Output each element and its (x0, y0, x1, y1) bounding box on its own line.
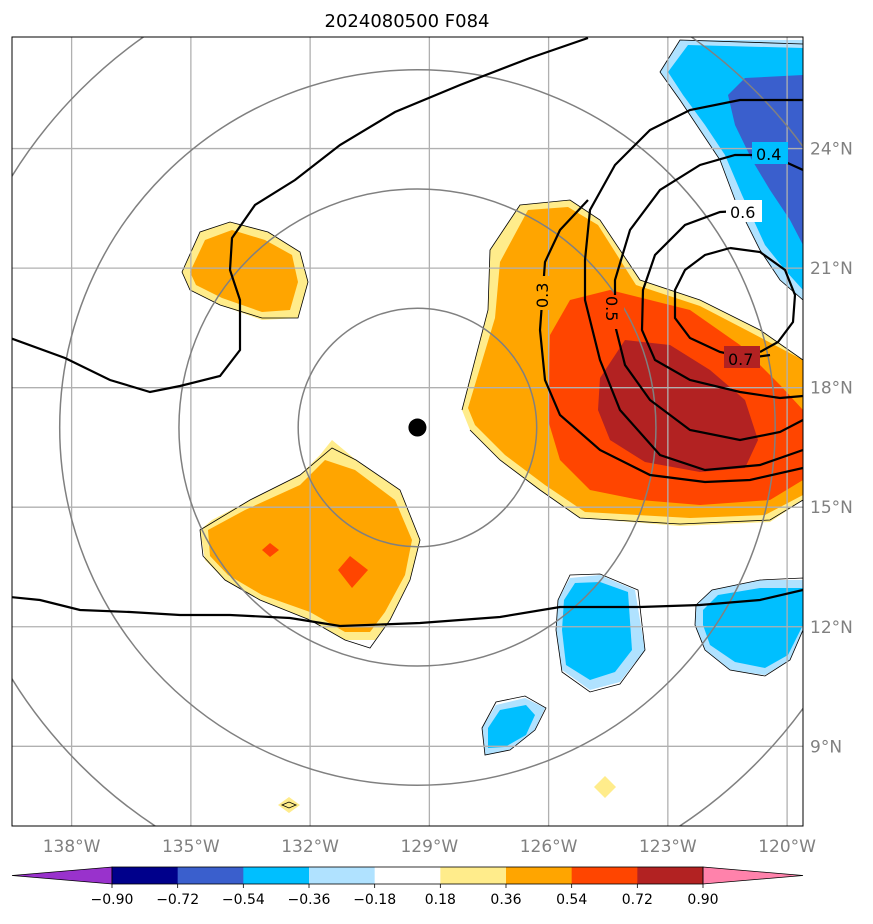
colorbar-bin (112, 867, 179, 884)
colorbar-bin (571, 867, 638, 884)
shade-red-sw-2 (262, 543, 279, 557)
x-tick-label: 126°W (520, 837, 578, 857)
colorbar-bin (440, 867, 507, 884)
x-tick-label: 132°W (281, 837, 339, 857)
colorbar-tick-label: 0.18 (425, 892, 456, 908)
colorbar-tick-label: 0.90 (687, 892, 718, 908)
colorbar-tick-label: −0.36 (288, 892, 331, 908)
range-ring-0 (297, 307, 538, 548)
shade-yellow-dot-2 (594, 776, 616, 798)
colorbar-bin (177, 867, 244, 884)
outline-se (694, 577, 803, 677)
contour-label-0-6: 0.6 (730, 203, 755, 222)
outline-dot-1 (280, 801, 298, 809)
colorbar-tick-label: −0.90 (91, 892, 134, 908)
y-tick-label: 18°N (810, 379, 853, 399)
range-ring-2 (58, 69, 776, 787)
colorbar: −0.90 −0.72 −0.54 −0.36 −0.18 0.18 0.36 0.54 0.7… (11, 866, 804, 908)
colorbar-frame (111, 866, 704, 885)
colorbar-tick-label: 0.36 (490, 892, 521, 908)
contour-0-3-north (12, 37, 589, 394)
contour-lines (12, 37, 803, 628)
colorbar-extend-low (11, 866, 113, 885)
y-tick-label: 21°N (810, 259, 853, 279)
center-marker (408, 418, 427, 437)
outline-east-bottom (469, 429, 803, 525)
colorbar-bin (243, 867, 310, 884)
contour-label-0-5: 0.5 (602, 296, 621, 321)
contour-0-4 (583, 98, 803, 472)
chart-title: 2024080500 F084 (325, 11, 490, 32)
contour-0-3-east (538, 199, 803, 484)
shade-red-sw-1 (338, 556, 368, 588)
range-ring-1 (178, 188, 657, 667)
colorbar-tick-label: −0.54 (222, 892, 265, 908)
shade-darkred-east (598, 340, 758, 472)
contour-0-7-cap (729, 246, 797, 353)
contour-label-0-7: 0.7 (728, 350, 753, 369)
outline-east (461, 199, 803, 411)
colorbar-extend-high (702, 866, 804, 885)
range-rings (12, 37, 803, 826)
colorbar-bin (374, 867, 441, 884)
colorbar-bin (506, 867, 573, 884)
shade-orange-nw (190, 230, 298, 312)
y-tick-label: 24°N (810, 140, 853, 160)
colorbar-bin (309, 867, 376, 884)
x-tick-labels: 138°W 135°W 132°W 129°W 126°W 123°W 120°W (43, 837, 816, 857)
colorbar-bin (637, 867, 704, 884)
x-tick-label: 123°W (639, 837, 697, 857)
colorbar-tick-label: 0.72 (622, 892, 653, 908)
y-tick-label: 9°N (810, 737, 842, 757)
y-tick-labels: 24°N 21°N 18°N 15°N 12°N 9°N (810, 140, 853, 758)
colorbar-tick-label: 0.54 (556, 892, 587, 908)
shade-yellow-dot-1 (278, 797, 300, 813)
y-tick-label: 15°N (810, 498, 853, 518)
contour-label-0-3: 0.3 (533, 283, 552, 308)
contour-label-group: 0.3 0.4 0.5 0.6 0.7 (530, 142, 788, 369)
contour-label-0-4: 0.4 (756, 145, 781, 164)
outline-ne (659, 39, 803, 301)
map-area: 0.3 0.4 0.5 0.6 0.7 (12, 37, 803, 826)
contour-south (12, 588, 803, 628)
map-frame (11, 36, 804, 827)
x-tick-label: 120°W (758, 837, 816, 857)
colorbar-tick-label: −0.18 (353, 892, 396, 908)
y-tick-label: 12°N (810, 618, 853, 638)
shade-cyan-s2 (488, 705, 535, 748)
contour-0-6 (640, 208, 803, 400)
outline-s2 (481, 695, 547, 756)
outline-s1 (555, 573, 646, 693)
x-tick-label: 129°W (400, 837, 458, 857)
x-tick-label: 135°W (162, 837, 220, 857)
outline-nw (181, 221, 309, 319)
x-tick-label: 138°W (43, 837, 101, 857)
shade-cyan-se (703, 588, 803, 668)
colorbar-tick-label: −0.72 (156, 892, 199, 908)
